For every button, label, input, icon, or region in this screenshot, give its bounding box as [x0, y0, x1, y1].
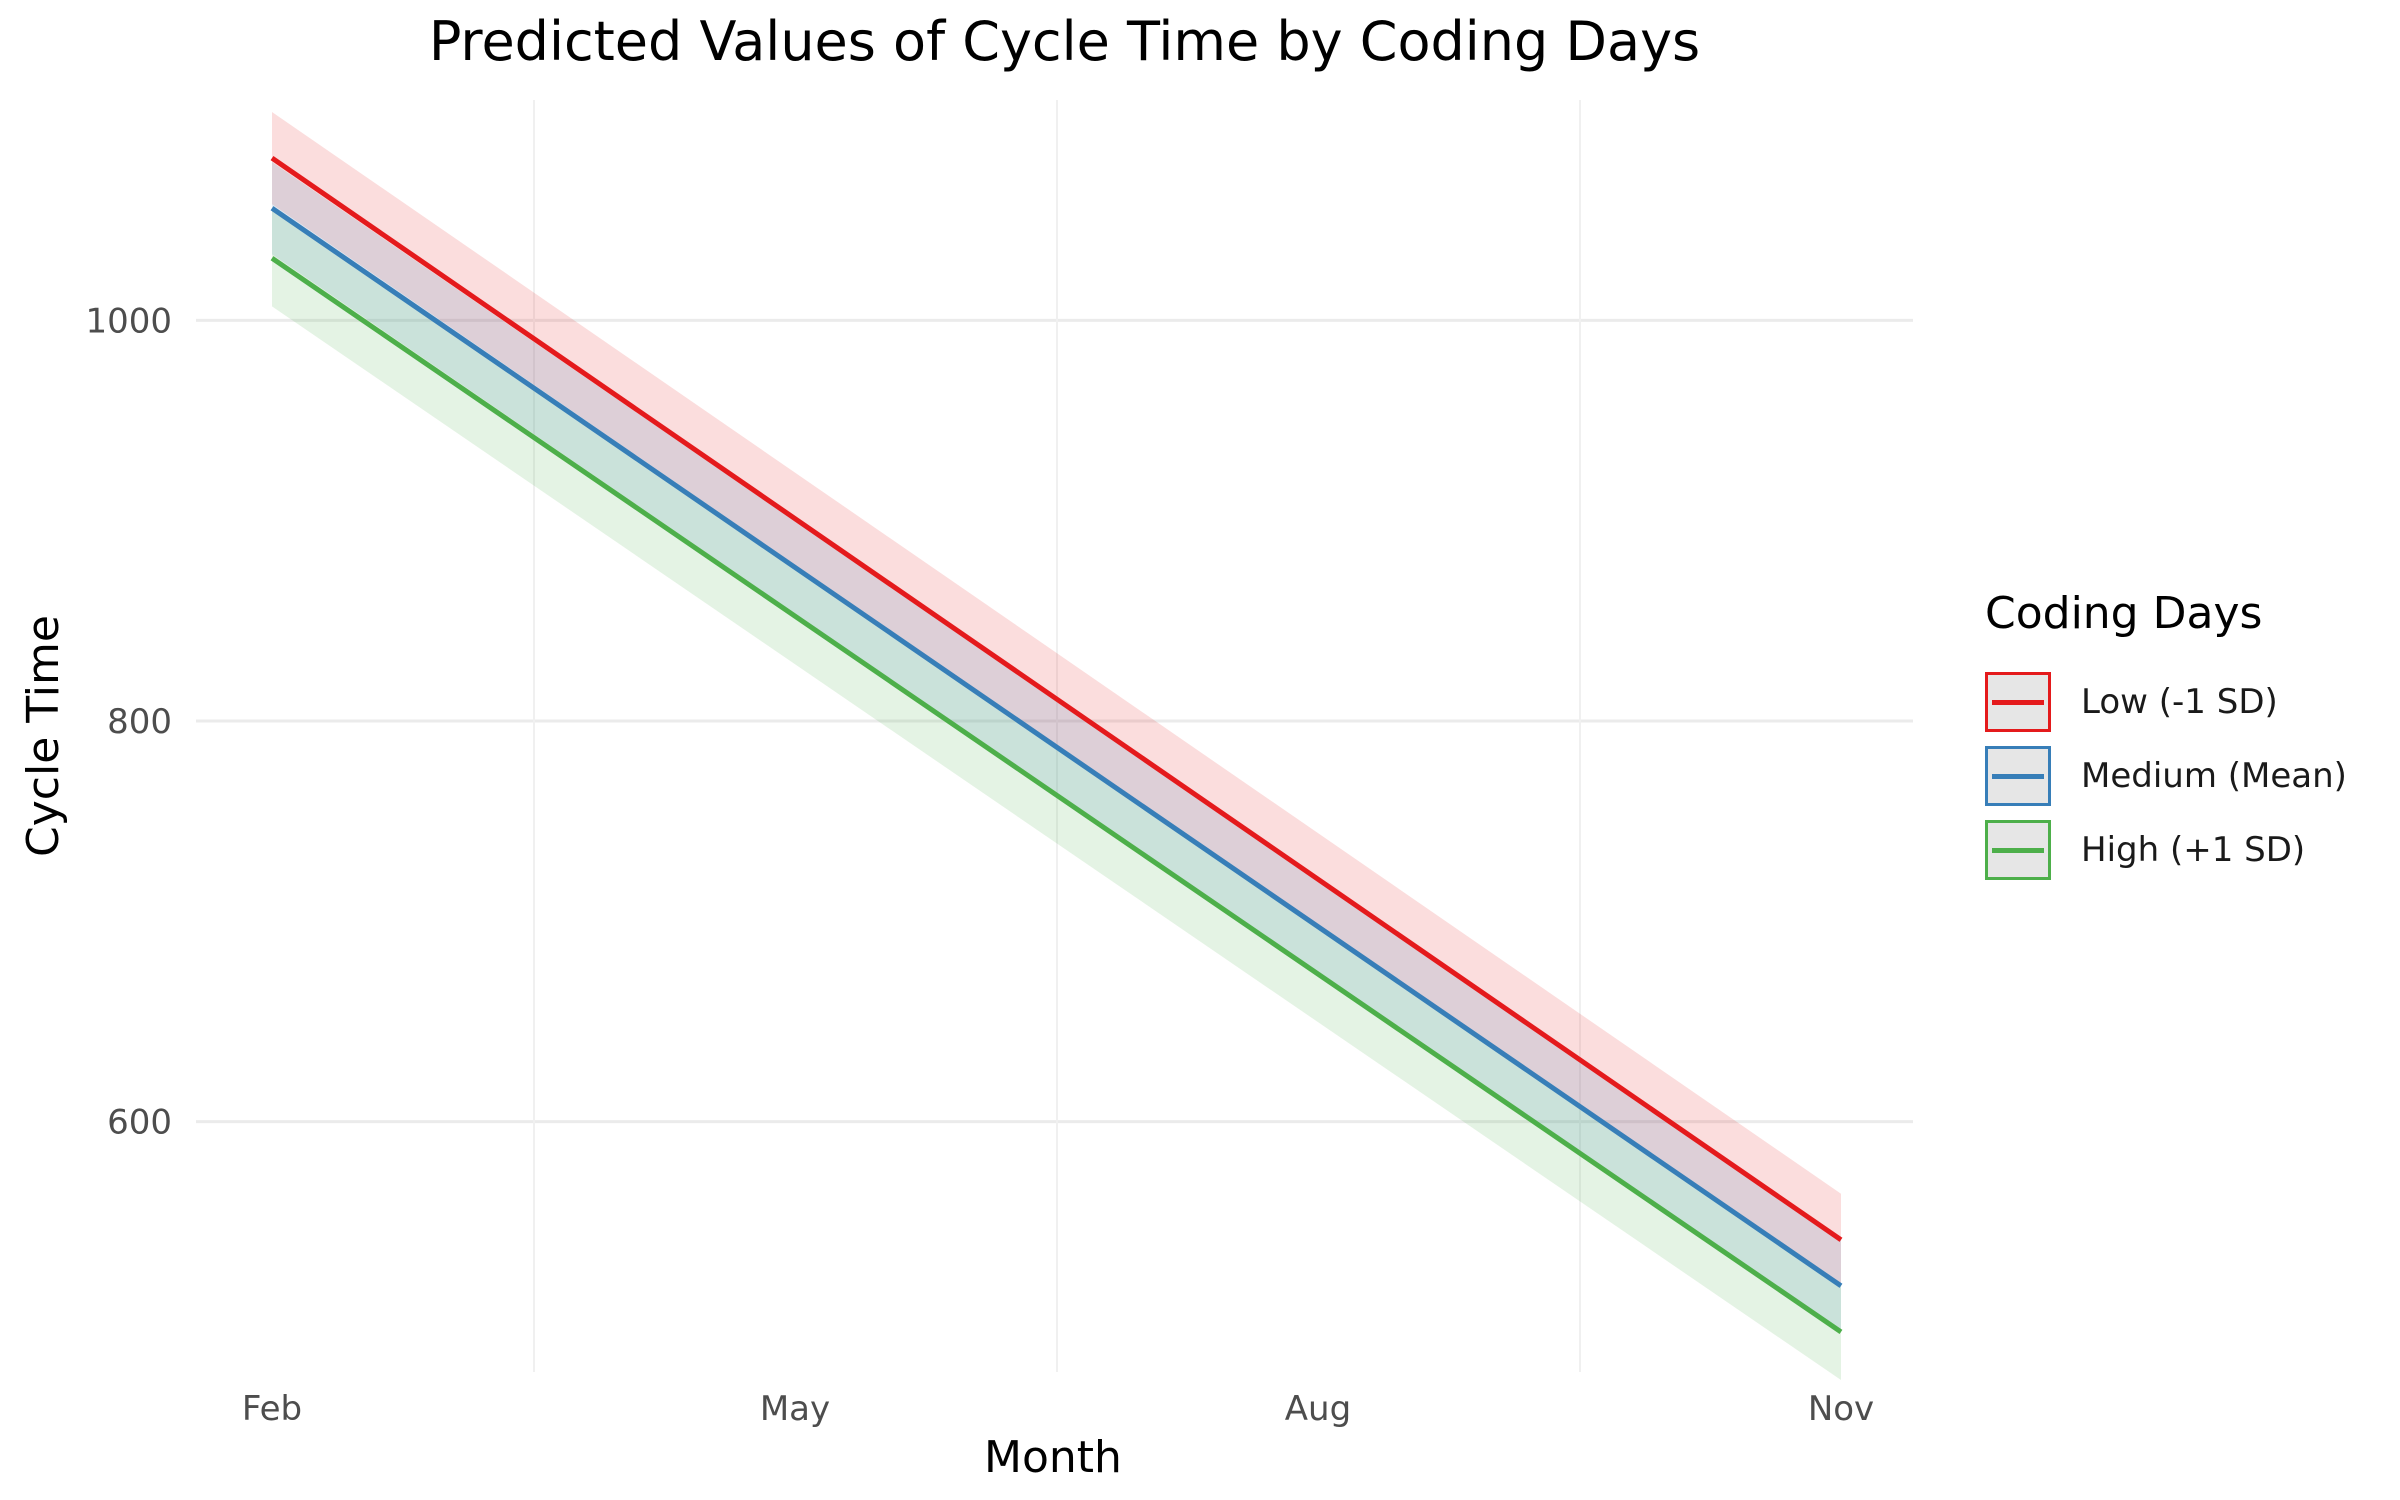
- y-axis-title: Cycle Time: [18, 615, 69, 857]
- x-tick-label-aug: Aug: [1285, 1389, 1351, 1429]
- legend-item-high: High (+1 SD): [1985, 813, 2347, 887]
- legend-item-medium: Medium (Mean): [1985, 739, 2347, 813]
- legend-label-high: High (+1 SD): [2081, 830, 2306, 870]
- line-series-0: [270, 156, 1843, 1242]
- legend-title: Coding Days: [1985, 588, 2263, 639]
- series-lines: [270, 156, 1843, 1335]
- legend-item-low: Low (-1 SD): [1985, 665, 2347, 739]
- chart-title: Predicted Values of Cycle Time by Coding…: [428, 10, 1701, 73]
- x-tick-label-feb: Feb: [242, 1389, 302, 1429]
- legend-key-medium: [1985, 746, 2051, 806]
- grid-layer: [196, 100, 1913, 1372]
- line-series-1: [270, 206, 1843, 1288]
- y-tick-label-600: 600: [107, 1103, 172, 1143]
- legend-label-medium: Medium (Mean): [2081, 756, 2347, 796]
- y-tick-label-1000: 1000: [85, 301, 172, 341]
- x-axis-title: Month: [984, 1432, 1122, 1483]
- x-tick-label-may: May: [760, 1389, 830, 1429]
- legend-key-low: [1985, 672, 2051, 732]
- line-series-2: [270, 256, 1843, 1335]
- legend: Coding Days Low (-1 SD) Medium (Mean) Hi…: [1985, 588, 2347, 887]
- legend-key-high: [1985, 820, 2051, 880]
- x-tick-label-nov: Nov: [1808, 1389, 1874, 1429]
- legend-label-low: Low (-1 SD): [2081, 682, 2278, 722]
- y-tick-label-800: 800: [107, 702, 172, 742]
- tick-labels: 600 800 1000 Feb May Aug Nov: [85, 301, 1874, 1429]
